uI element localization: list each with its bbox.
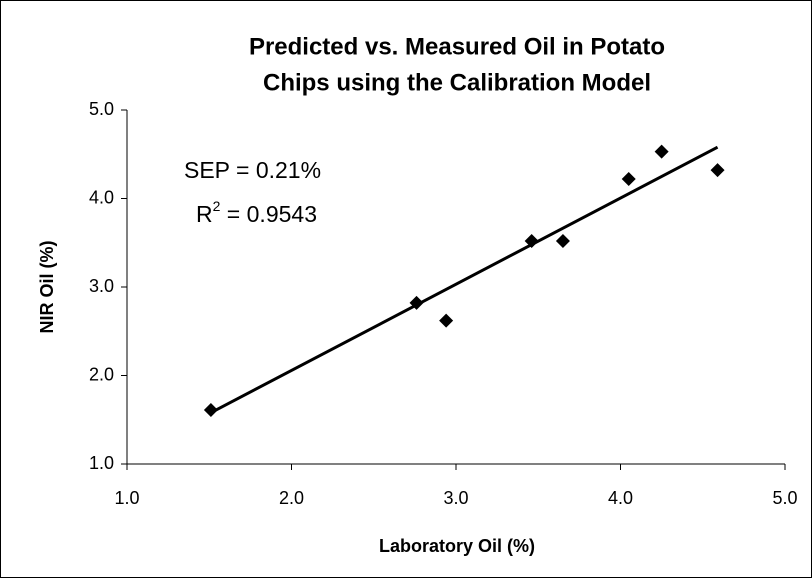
data-point [203,403,218,418]
y-tick-label: 2.0 [89,364,114,384]
data-point [409,295,424,310]
y-tick-label: 3.0 [89,276,114,296]
annotation-text: = 0.9543 [220,201,317,227]
data-point [439,313,454,328]
annotation: R2 = 0.9543 [196,198,317,227]
annotation: SEP = 0.21% [184,157,321,183]
x-tick-label: 1.0 [114,488,139,508]
x-tick-label: 4.0 [608,488,633,508]
chart-title: Predicted vs. Measured Oil in Potato [249,33,665,60]
data-point [524,233,539,248]
x-axis-label: Laboratory Oil (%) [379,536,535,556]
chart-title: Chips using the Calibration Model [263,69,651,96]
annotation-text: R [196,201,213,227]
y-tick-label: 5.0 [89,99,114,119]
y-tick-label: 4.0 [89,187,114,207]
y-tick-label: 1.0 [89,453,114,473]
data-point [654,144,669,159]
trendline [210,145,719,414]
data-point [555,233,570,248]
data-point [621,172,636,187]
x-tick-label: 5.0 [772,488,797,508]
x-tick-label: 3.0 [443,488,468,508]
y-axis-label: NIR Oil (%) [37,240,57,333]
annotation-sup: 2 [213,198,221,214]
x-tick-label: 2.0 [279,488,304,508]
data-point [710,163,725,178]
